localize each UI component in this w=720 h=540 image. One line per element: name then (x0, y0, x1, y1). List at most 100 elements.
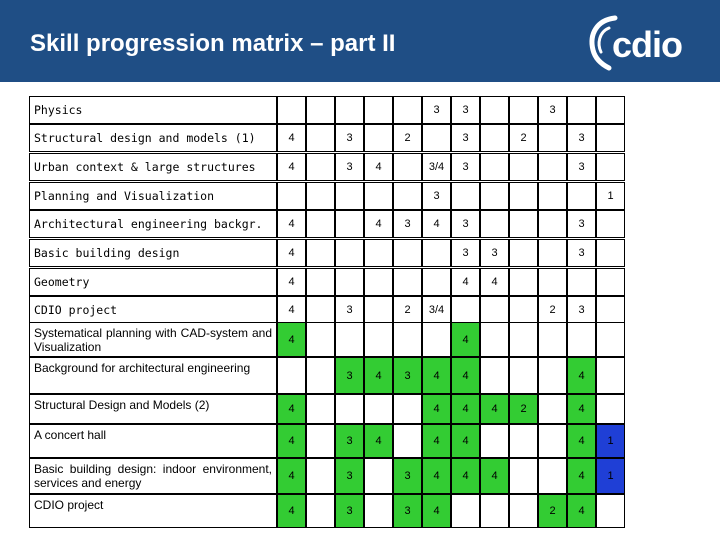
matrix-cell (364, 494, 393, 528)
matrix-cell: 4 (277, 458, 306, 494)
matrix-cell: 3 (567, 153, 596, 181)
cdio-swirl-icon (589, 15, 618, 71)
matrix-cell (538, 322, 567, 357)
matrix-row-label: Basic building design (34, 246, 180, 260)
matrix-cell (393, 268, 422, 296)
slide-header: Skill progression matrix – part II cdio (0, 0, 720, 82)
matrix-cell: 3 (422, 96, 451, 124)
matrix-cell (306, 296, 335, 324)
matrix-cell: 3 (393, 357, 422, 394)
matrix-row-label-box (29, 124, 277, 152)
matrix-cell (306, 96, 335, 124)
matrix-cell: 3 (335, 124, 364, 152)
matrix-cell (567, 322, 596, 357)
matrix-cell (509, 96, 538, 124)
matrix-cell (393, 153, 422, 181)
matrix-cell (422, 239, 451, 267)
matrix-cell (480, 296, 509, 324)
matrix-row-label: Basic building design: indoor environmen… (34, 462, 272, 490)
matrix-cell: 3 (335, 458, 364, 494)
matrix-cell: 3/4 (422, 296, 451, 324)
matrix-cell (480, 322, 509, 357)
matrix-cell: 3 (451, 153, 480, 181)
matrix-cell (509, 494, 538, 528)
matrix-row-label: Architectural engineering backgr. (34, 217, 263, 231)
matrix-cell (335, 210, 364, 238)
matrix-cell: 3 (451, 96, 480, 124)
matrix-cell (538, 357, 567, 394)
cdio-logo: cdio (585, 12, 685, 74)
matrix-cell: 2 (538, 296, 567, 324)
matrix-row-label: CDIO project (34, 498, 104, 512)
matrix-cell: 4 (422, 394, 451, 424)
matrix-cell: 3 (567, 296, 596, 324)
matrix-row-label: Urban context & large structures (34, 160, 256, 174)
matrix-cell (393, 322, 422, 357)
matrix-cell (538, 394, 567, 424)
matrix-cell: 4 (422, 424, 451, 458)
matrix-cell (480, 153, 509, 181)
matrix-cell (538, 210, 567, 238)
matrix-cell (306, 153, 335, 181)
matrix-cell (509, 296, 538, 324)
matrix-cell: 4 (451, 322, 480, 357)
matrix-cell (509, 268, 538, 296)
matrix-cell: 4 (567, 494, 596, 528)
matrix-cell (596, 322, 625, 357)
matrix-row-label-box (29, 458, 277, 494)
matrix-cell: 4 (277, 296, 306, 324)
matrix-cell (306, 210, 335, 238)
matrix-cell: 4 (422, 357, 451, 394)
matrix-cell (393, 394, 422, 424)
matrix-cell: 3/4 (422, 153, 451, 181)
matrix-cell: 4 (364, 210, 393, 238)
matrix-cell (422, 124, 451, 152)
matrix-cell (596, 210, 625, 238)
matrix-cell (422, 268, 451, 296)
matrix-cell: 4 (451, 394, 480, 424)
matrix-cell (422, 322, 451, 357)
matrix-row-label-box (29, 424, 277, 458)
matrix-cell: 4 (451, 357, 480, 394)
matrix-cell: 3 (567, 124, 596, 152)
matrix-row-label-box (29, 96, 277, 124)
matrix-cell: 3 (335, 153, 364, 181)
matrix-cell (393, 96, 422, 124)
matrix-cell (596, 124, 625, 152)
matrix-cell (596, 357, 625, 394)
matrix-cell (306, 182, 335, 210)
matrix-cell (335, 268, 364, 296)
matrix-cell: 4 (567, 394, 596, 424)
matrix-cell (364, 239, 393, 267)
matrix-cell: 3 (567, 210, 596, 238)
matrix-cell (306, 124, 335, 152)
matrix-row-label: Planning and Visualization (34, 189, 215, 203)
matrix-row-label-box (29, 268, 277, 296)
matrix-row-label: A concert hall (34, 428, 107, 442)
matrix-cell (509, 182, 538, 210)
matrix-row-label-box (29, 210, 277, 238)
matrix-cell: 2 (509, 124, 538, 152)
matrix-cell (335, 239, 364, 267)
matrix-row-label: Physics (34, 103, 83, 117)
matrix-cell (509, 458, 538, 494)
matrix-cell (451, 182, 480, 210)
matrix-cell: 4 (277, 153, 306, 181)
matrix-cell (335, 96, 364, 124)
matrix-cell (277, 182, 306, 210)
matrix-cell: 3 (451, 239, 480, 267)
matrix-cell (364, 394, 393, 424)
matrix-cell: 4 (364, 153, 393, 181)
matrix-cell: 3 (335, 296, 364, 324)
matrix-cell (306, 322, 335, 357)
matrix-cell: 3 (393, 210, 422, 238)
matrix-cell (364, 182, 393, 210)
matrix-cell (335, 394, 364, 424)
matrix-row-label-box (29, 494, 277, 528)
matrix-cell: 4 (277, 124, 306, 152)
matrix-cell (480, 494, 509, 528)
matrix-cell (596, 494, 625, 528)
matrix-cell (364, 96, 393, 124)
matrix-cell: 4 (277, 268, 306, 296)
matrix-cell: 3 (393, 494, 422, 528)
